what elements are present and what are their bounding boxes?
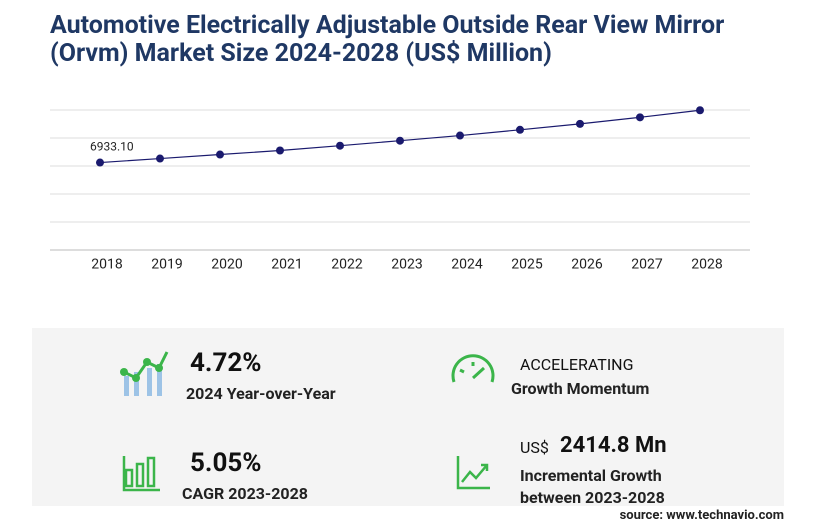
point bbox=[276, 146, 284, 155]
yoy-icon bbox=[120, 351, 169, 396]
growth-icon bbox=[456, 456, 490, 490]
point bbox=[636, 113, 644, 122]
cagr-icon bbox=[122, 456, 160, 492]
chart-title: Automotive Electrically Adjustable Outsi… bbox=[50, 11, 725, 68]
x-tick-label: 2022 bbox=[331, 257, 363, 273]
incr-unit: US$ bbox=[520, 438, 549, 457]
point bbox=[156, 154, 164, 163]
point bbox=[696, 106, 704, 115]
data-label: 6933.10 bbox=[90, 140, 134, 154]
x-tick-label: 2024 bbox=[451, 257, 483, 273]
point bbox=[576, 119, 584, 128]
x-tick-label: 2020 bbox=[211, 257, 243, 273]
yoy-label: 2024 Year-over-Year bbox=[186, 384, 336, 403]
x-tick-label: 2025 bbox=[511, 257, 543, 273]
point bbox=[336, 141, 344, 150]
x-tick-label: 2019 bbox=[151, 257, 182, 273]
point bbox=[516, 125, 524, 134]
stats-panel bbox=[32, 328, 784, 506]
x-tick-label: 2023 bbox=[391, 257, 422, 273]
incr-label: between 2023-2028 bbox=[520, 488, 665, 507]
x-tick-label: 2021 bbox=[271, 257, 302, 273]
cagr-value: 5.05% bbox=[190, 448, 262, 478]
incr-value: 2414.8 Mn bbox=[560, 433, 667, 458]
x-tick-label: 2018 bbox=[91, 257, 123, 273]
point bbox=[216, 150, 224, 159]
gauge-icon bbox=[451, 354, 495, 383]
point bbox=[456, 131, 464, 140]
chart: 2018 6933.10 2019 2020 2021 2022 2023 2024 2025 2… bbox=[50, 106, 750, 273]
x-tick-label: 2026 bbox=[571, 257, 603, 273]
cagr-label: CAGR 2023-2028 bbox=[182, 484, 308, 503]
x-tick-label: 2027 bbox=[631, 257, 663, 273]
point bbox=[96, 158, 104, 167]
x-tick-label: 2028 bbox=[691, 257, 723, 273]
point bbox=[396, 136, 404, 145]
yoy-value: 4.72% bbox=[190, 348, 262, 378]
source: source: www.technavio.com bbox=[619, 508, 784, 523]
incr-label: Incremental Growth bbox=[520, 466, 662, 485]
momentum-value: ACCELERATING bbox=[520, 355, 634, 374]
momentum-label: Growth Momentum bbox=[511, 379, 650, 398]
